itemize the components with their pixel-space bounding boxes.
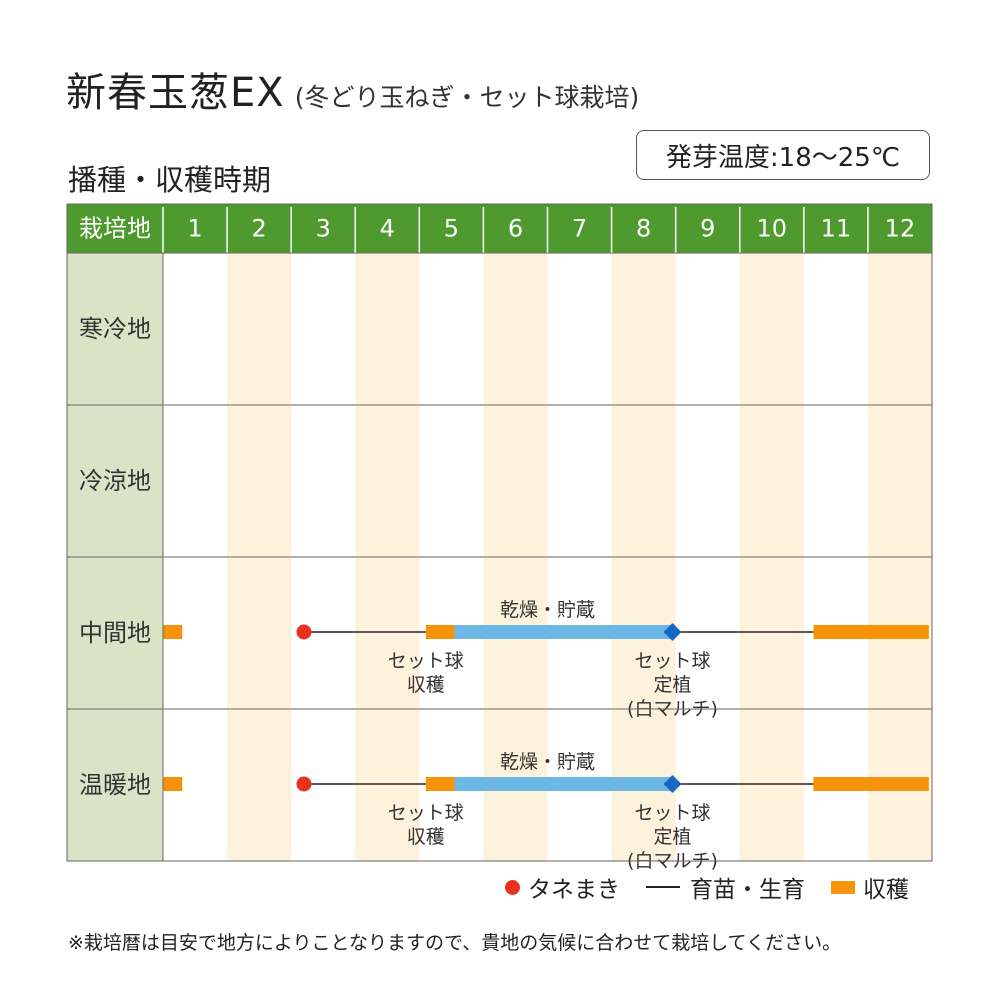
header-label: 栽培地 xyxy=(79,215,151,243)
title-subtitle: (冬どり玉ねぎ・セット球栽培) xyxy=(294,83,640,112)
drying-storage-bar xyxy=(454,625,673,639)
planting-marker xyxy=(663,623,682,641)
region-label: 寒冷地 xyxy=(79,315,151,343)
harvest-bar xyxy=(163,777,183,791)
legend-harvest-label: 収穫 xyxy=(863,877,909,903)
annotation-label: 乾燥・貯蔵 xyxy=(500,751,595,773)
planting-marker xyxy=(663,775,682,793)
annotation-label: セット球 xyxy=(388,650,464,672)
annotation-label: 定植 xyxy=(653,674,691,696)
region-label: 温暖地 xyxy=(79,771,151,799)
annotation-label: 定植 xyxy=(653,826,691,848)
legend-growing: 育苗・生育 xyxy=(646,870,805,904)
annotation-label: 収穫 xyxy=(407,674,445,696)
month-label: 5 xyxy=(444,215,459,243)
month-label: 2 xyxy=(251,215,266,243)
month-label: 8 xyxy=(636,215,651,243)
month-label: 12 xyxy=(885,215,916,243)
growing-line-icon xyxy=(646,886,680,888)
harvest-bar xyxy=(163,625,183,639)
month-label: 3 xyxy=(316,215,331,243)
harvest-bar xyxy=(813,777,929,791)
footnote: ※栽培暦は目安で地方によりことなりますので、貴地の気候に合わせて栽培してください… xyxy=(68,932,842,954)
legend-harvest: 収穫 xyxy=(831,870,909,904)
section-title: 播種・収穫時期 xyxy=(68,163,272,197)
sowing-marker xyxy=(296,624,312,640)
drying-storage-bar xyxy=(454,777,673,791)
region-label: 中間地 xyxy=(79,619,151,647)
chart-border xyxy=(66,203,933,862)
legend-sowing-label: タネまき xyxy=(528,877,620,903)
month-label: 4 xyxy=(380,215,395,243)
month-label: 9 xyxy=(700,215,715,243)
sowing-marker xyxy=(296,776,312,792)
legend-growing-label: 育苗・生育 xyxy=(690,877,805,903)
annotation-label: セット球 xyxy=(634,802,710,824)
legend: タネまき 育苗・生育 収穫 xyxy=(505,870,909,904)
page-title: 新春玉葱EX (冬どり玉ねぎ・セット球栽培) xyxy=(66,60,639,118)
germination-temperature-box: 発芽温度:18〜25℃ xyxy=(636,130,930,180)
month-label: 11 xyxy=(821,215,852,243)
month-label: 6 xyxy=(508,215,523,243)
month-label: 7 xyxy=(572,215,587,243)
annotation-label: 乾燥・貯蔵 xyxy=(500,599,595,621)
annotation-label: 収穫 xyxy=(407,826,445,848)
annotation-label: セット球 xyxy=(388,802,464,824)
region-label: 冷涼地 xyxy=(79,467,151,495)
harvest-bar-icon xyxy=(831,880,855,894)
harvest-bar xyxy=(813,625,929,639)
title-main: 新春玉葱EX xyxy=(66,70,285,116)
harvest-bar xyxy=(425,625,455,639)
harvest-bar xyxy=(425,777,455,791)
annotation-label: セット球 xyxy=(634,650,710,672)
legend-sowing: タネまき xyxy=(505,870,620,904)
month-label: 1 xyxy=(187,215,202,243)
month-label: 10 xyxy=(757,215,788,243)
sowing-dot-icon xyxy=(505,879,520,895)
header-row-background xyxy=(67,204,932,253)
